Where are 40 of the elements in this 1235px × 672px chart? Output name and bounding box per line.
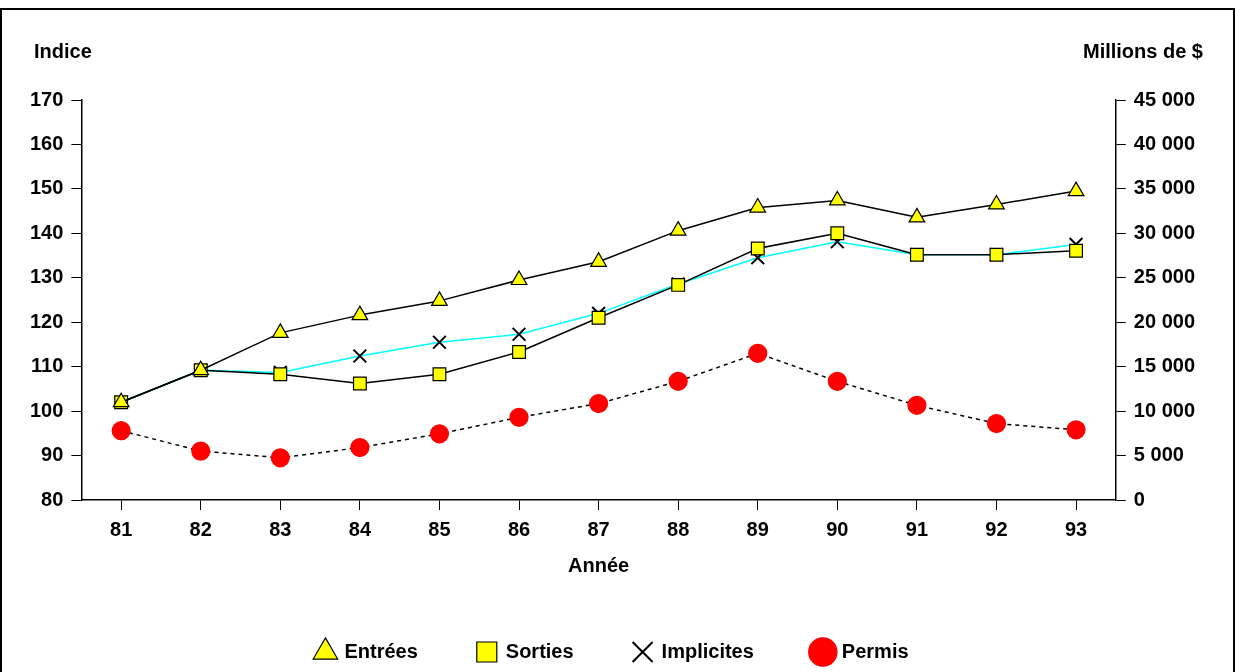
x-axis-title: Année	[568, 553, 630, 576]
y2-tick-label: 40 000	[1133, 131, 1195, 154]
x-tick-label: 90	[826, 517, 849, 540]
y2-tick-label: 0	[1133, 487, 1145, 510]
x-tick-label: 81	[110, 517, 133, 540]
legend-label: Permis	[841, 639, 909, 662]
y-axis-title: Indice	[34, 39, 92, 62]
x-tick-label: 87	[587, 517, 610, 540]
x-tick-label: 93	[1064, 517, 1088, 540]
x-tick-label: 82	[189, 517, 212, 540]
y-tick-label: 90	[41, 443, 64, 466]
y-tick-label: 140	[29, 220, 64, 243]
y2-tick-label: 35 000	[1133, 176, 1195, 199]
legend-label: Sorties	[505, 639, 574, 662]
legend-label: Implicites	[661, 639, 754, 662]
y2-tick-label: 10 000	[1133, 398, 1195, 421]
y-tick-label: 130	[29, 265, 64, 288]
x-tick-label: 89	[746, 517, 769, 540]
legend-label: Entrées	[344, 639, 418, 662]
x-tick-label: 92	[985, 517, 1008, 540]
y-tick-label: 150	[29, 176, 64, 199]
y2-axis-title: Millions de $	[1082, 39, 1203, 62]
x-tick-label: 84	[348, 517, 372, 540]
x-tick-label: 91	[905, 517, 929, 540]
y-tick-label: 160	[29, 131, 64, 154]
y-tick-label: 110	[31, 354, 64, 377]
y-tick-label: 120	[29, 309, 64, 332]
y2-tick-label: 30 000	[1133, 220, 1195, 243]
y-tick-label: 100	[29, 398, 64, 421]
y-tick-label: 170	[29, 87, 64, 110]
x-tick-label: 88	[667, 517, 690, 540]
x-tick-label: 83	[269, 517, 292, 540]
x-tick-label: 85	[428, 517, 451, 540]
y2-tick-label: 45 000	[1133, 87, 1195, 110]
y2-tick-label: 25 000	[1133, 265, 1195, 288]
y2-tick-label: 20 000	[1133, 309, 1195, 332]
y-tick-label: 80	[41, 487, 64, 510]
x-tick-label: 86	[507, 517, 531, 540]
y2-tick-label: 15 000	[1133, 354, 1195, 377]
y2-tick-label: 5 000	[1133, 443, 1184, 466]
